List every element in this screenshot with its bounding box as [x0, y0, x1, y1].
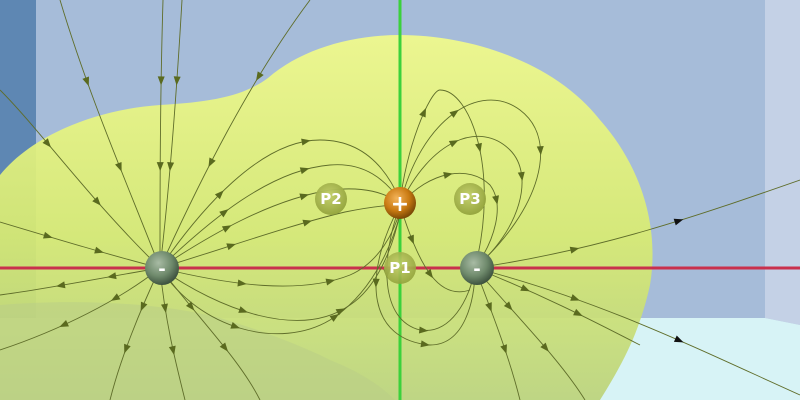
- field-arrow-icon: [301, 138, 311, 146]
- field-arrow-icon: [140, 301, 148, 312]
- field-arrow-icon: [569, 246, 580, 254]
- field-arrow-icon: [302, 219, 313, 227]
- field-arrow-icon: [168, 345, 176, 356]
- field-arrow-icon: [221, 225, 232, 233]
- field-arrow-icon: [43, 231, 53, 239]
- field-arrow-icon: [520, 284, 530, 292]
- negative-charge-left-label: -: [158, 259, 165, 280]
- field-arrow-icon: [110, 293, 121, 301]
- probe-p2-label: P2: [320, 190, 341, 208]
- field-arrow-icon: [540, 342, 549, 352]
- positive-charge[interactable]: +: [384, 187, 416, 219]
- field-arrow-icon: [299, 193, 310, 201]
- probe-p3[interactable]: P3: [454, 183, 486, 215]
- field-arrow-icon: [500, 344, 507, 354]
- field-arrow-icon: [107, 272, 117, 280]
- field-arrow-icon: [536, 146, 544, 156]
- probe-p1[interactable]: P1: [384, 252, 416, 284]
- negative-charge-right-label: -: [473, 259, 480, 280]
- field-arrow-icon: [673, 335, 684, 343]
- field-arrow-icon: [156, 162, 164, 172]
- field-arrow-icon: [55, 281, 66, 289]
- field-arrows: [42, 71, 684, 356]
- field-arrow-icon: [167, 162, 175, 172]
- field-arrow-icon: [157, 76, 165, 86]
- field-arrow-icon: [299, 167, 310, 175]
- positive-charge-label: +: [391, 192, 409, 217]
- field-arrow-icon: [329, 313, 340, 322]
- probe-p3-label: P3: [459, 190, 480, 208]
- field-arrow-icon: [42, 138, 51, 148]
- negative-charge-sphere-icon: [145, 251, 179, 285]
- field-arrow-icon: [325, 278, 336, 286]
- field-arrow-icon: [185, 301, 195, 311]
- field-arrow-icon: [237, 279, 247, 287]
- field-arrow-icon: [419, 107, 427, 118]
- field-arrow-icon: [256, 71, 264, 81]
- field-arrow-icon: [226, 243, 236, 251]
- negative-charge-sphere-icon: [460, 251, 494, 285]
- field-arrow-icon: [230, 322, 241, 329]
- probe-p1-label: P1: [389, 259, 410, 277]
- field-arrow-icon: [485, 302, 492, 312]
- probe-p2[interactable]: P2: [315, 183, 347, 215]
- field-arrow-icon: [214, 190, 224, 200]
- field-arrow-icon: [449, 109, 459, 118]
- field-arrow-icon: [420, 340, 430, 348]
- field-arrow-icon: [238, 306, 248, 313]
- field-arrow-icon: [59, 320, 69, 327]
- field-arrow-icon: [82, 76, 89, 87]
- field-arrow-icon: [92, 196, 101, 206]
- positive-charge-sphere-icon: [384, 187, 416, 219]
- field-arrow-icon: [161, 303, 168, 313]
- negative-charge-right[interactable]: -: [460, 251, 494, 285]
- field-arrow-icon: [418, 326, 429, 334]
- field-arrow-icon: [124, 343, 131, 354]
- field-arrow-icon: [673, 218, 684, 226]
- field-arrow-icon: [492, 195, 499, 205]
- field-arrow-icon: [517, 171, 525, 182]
- field-arrow-icon: [443, 172, 453, 179]
- field-arrow-icon: [208, 157, 216, 168]
- field-arrow-icon: [407, 234, 414, 245]
- field-arrow-icon: [573, 308, 583, 317]
- field-arrow-icon: [448, 140, 459, 148]
- surface-lower-lobe: [0, 302, 395, 400]
- negative-charge-left[interactable]: -: [145, 251, 179, 285]
- field-arrow-icon: [219, 209, 229, 218]
- field-arrow-icon: [570, 294, 580, 301]
- field-arrow-icon: [115, 161, 122, 172]
- field-arrow-icon: [173, 76, 181, 86]
- field-arrow-icon: [475, 142, 482, 153]
- field-arrow-icon: [335, 308, 346, 316]
- field-arrow-icon: [503, 301, 513, 311]
- field-arrow-icon: [219, 342, 229, 352]
- field-arrow-icon: [424, 268, 434, 279]
- field-arrow-icon: [372, 278, 380, 288]
- right-wall: [765, 0, 800, 325]
- field-arrow-icon: [94, 246, 104, 254]
